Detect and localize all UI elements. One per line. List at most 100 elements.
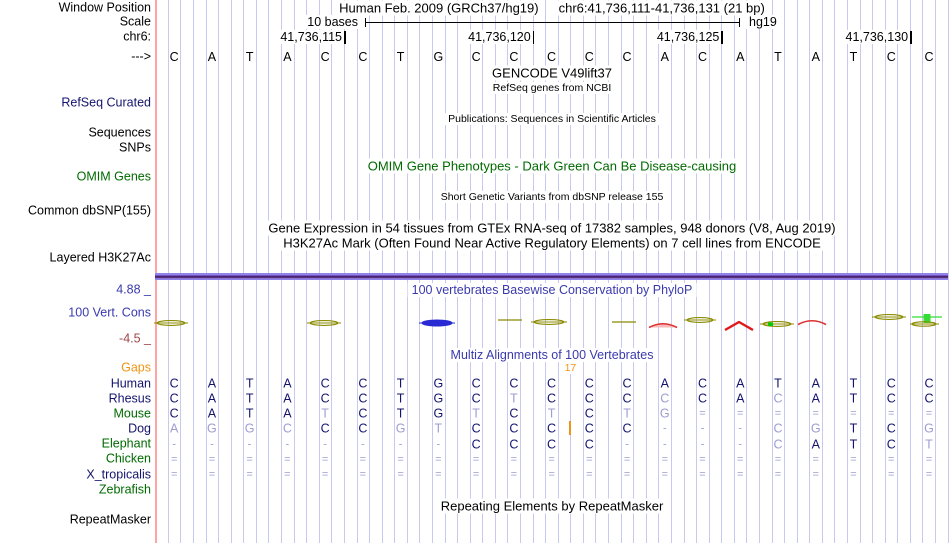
alignment-cell-human: A: [660, 376, 669, 391]
track-title-gencode-v49lift37[interactable]: GENCODE V49lift37: [488, 65, 616, 81]
gridline: [545, 0, 547, 543]
track-title-repeating-elements-by-repeatmasker[interactable]: Repeating Elements by RepeatMasker: [436, 498, 668, 514]
left-label-omim-genes[interactable]: OMIM Genes: [0, 170, 152, 184]
alignment-cell-elephant: -: [398, 438, 403, 451]
alignment-cell-rhesus: C: [169, 391, 179, 406]
alignment-cell-human: C: [584, 376, 594, 391]
alignment-cell-mouse: C: [509, 406, 519, 421]
gridline: [306, 0, 308, 543]
left-label-mouse[interactable]: Mouse: [0, 407, 152, 421]
alignment-cell-chicken: =: [548, 453, 555, 466]
coordinate-tick: [532, 31, 535, 44]
gridline: [281, 0, 283, 543]
sequence-base: A: [811, 50, 820, 64]
gridline: [230, 0, 232, 543]
gridline: [721, 0, 723, 543]
conservation-glyph-lens: [307, 320, 341, 326]
gridline: [947, 0, 949, 543]
alignment-cell-chicken: =: [699, 453, 706, 466]
left-label-common-dbsnp-155[interactable]: Common dbSNP(155): [0, 204, 152, 218]
left-label-rhesus[interactable]: Rhesus: [0, 392, 152, 406]
alignment-cell-elephant: -: [662, 438, 667, 451]
alignment-cell-human: C: [924, 376, 934, 391]
alignment-cell-human: A: [207, 376, 217, 391]
gridline: [884, 0, 886, 543]
alignment-cell-mouse: =: [812, 407, 819, 420]
left-label-zebrafish[interactable]: Zebrafish: [0, 483, 152, 497]
alignment-cell-human: C: [169, 376, 179, 391]
left-label-chr6: chr6:: [0, 30, 152, 44]
alignment-cell-dog: G: [810, 421, 821, 436]
track-title-gene-expression-in-54-tissues-from-gtex-[interactable]: Gene Expression in 54 tissues from GTEx …: [264, 220, 840, 236]
alignment-cell-x-tropicalis: =: [472, 468, 480, 481]
gridline: [557, 0, 559, 543]
alignment-cell-elephant: C: [509, 437, 519, 452]
gridline: [293, 0, 295, 543]
layered-h3k27ac-signal[interactable]: [155, 273, 948, 280]
gridline: [331, 0, 333, 543]
left-label-gaps[interactable]: Gaps: [0, 361, 152, 375]
alignment-cell-elephant: C: [773, 437, 783, 452]
track-title-h3k27ac-mark-often-found-near-active-reg[interactable]: H3K27Ac Mark (Often Found Near Active Re…: [279, 235, 825, 251]
alignment-cell-x-tropicalis: =: [321, 468, 329, 481]
track-title-multiz-alignments-of-100-vertebrates[interactable]: Multiz Alignments of 100 Vertebrates: [446, 348, 658, 362]
left-label-100-vert-cons[interactable]: 100 Vert. Cons: [0, 306, 152, 320]
left-label-chicken[interactable]: Chicken: [0, 452, 152, 466]
left-label-sequences[interactable]: Sequences: [0, 126, 152, 140]
gridline: [595, 0, 597, 543]
alignment-cell-elephant: -: [247, 438, 252, 451]
coordinate-label: 41,736,125: [655, 30, 721, 44]
sequence-base: C: [320, 50, 330, 64]
gridline: [381, 0, 383, 543]
alignment-cell-mouse: T: [321, 406, 329, 421]
alignment-cell-rhesus: C: [547, 391, 557, 406]
alignment-cell-rhesus: A: [207, 391, 217, 406]
alignment-cell-rhesus: C: [773, 391, 783, 406]
alignment-cell-dog: C: [358, 421, 368, 436]
track-title-100-vertebrates-basewise-conservation-by[interactable]: 100 vertebrates Basewise Conservation by…: [407, 283, 697, 297]
alignment-cell-human: T: [396, 376, 405, 391]
alignment-cell-human: A: [811, 376, 820, 391]
gridline: [658, 0, 660, 543]
alignment-cell-human: C: [622, 376, 632, 391]
left-label-window-position: Window Position: [0, 1, 152, 15]
track-title-refseq-genes-from-ncbi[interactable]: RefSeq genes from NCBI: [488, 82, 616, 94]
alignment-cell-x-tropicalis: =: [510, 468, 518, 481]
alignment-cell-dog: -: [700, 422, 705, 435]
left-label-elephant[interactable]: Elephant: [0, 437, 152, 451]
left-label-layered-h3k27ac[interactable]: Layered H3K27Ac: [0, 251, 152, 265]
scale-bar: [365, 18, 740, 27]
alignment-cell-x-tropicalis: =: [284, 468, 291, 481]
track-title-omim-gene-phenotypes-dark-green-can-be-d[interactable]: OMIM Gene Phenotypes - Dark Green Can Be…: [363, 158, 741, 174]
left-label-x-tropicalis[interactable]: X_tropicalis: [0, 468, 152, 482]
gridline: [193, 0, 195, 543]
gridline: [520, 0, 522, 543]
alignment-cell-chicken: =: [435, 453, 442, 466]
sequence-base: A: [283, 50, 292, 64]
sequence-base: A: [660, 50, 669, 64]
left-label-human[interactable]: Human: [0, 377, 152, 391]
conservation-glyph-green_marker: [910, 314, 942, 327]
left-label-snps[interactable]: SNPs: [0, 141, 152, 155]
alignment-cell-human: C: [698, 376, 708, 391]
conservation-glyph-caret: [724, 320, 754, 332]
gridline: [318, 0, 320, 543]
left-label-refseq-curated[interactable]: RefSeq Curated: [0, 96, 152, 110]
track-title-publications-sequences-in-scientific-art[interactable]: Publications: Sequences in Scientific Ar…: [444, 113, 660, 125]
alignment-cell-mouse: C: [584, 406, 594, 421]
alignment-cell-dog: G: [207, 421, 217, 436]
track-title-short-genetic-variants-from-dbsnp-releas[interactable]: Short Genetic Variants from dbSNP releas…: [436, 191, 668, 203]
alignment-cell-x-tropicalis: =: [774, 468, 782, 481]
alignment-cell-mouse: =: [888, 407, 895, 420]
left-label-repeatmasker[interactable]: RepeatMasker: [0, 513, 152, 527]
gridline: [620, 0, 622, 543]
sequence-base: A: [207, 50, 217, 64]
gridline: [406, 0, 408, 543]
left-label-dog[interactable]: Dog: [0, 422, 152, 436]
gridline: [935, 0, 937, 543]
alignment-cell-elephant: A: [811, 437, 820, 452]
alignment-cell-rhesus: A: [811, 391, 820, 406]
alignment-cell-elephant: T: [849, 437, 858, 452]
alignment-cell-mouse: G: [659, 406, 670, 421]
